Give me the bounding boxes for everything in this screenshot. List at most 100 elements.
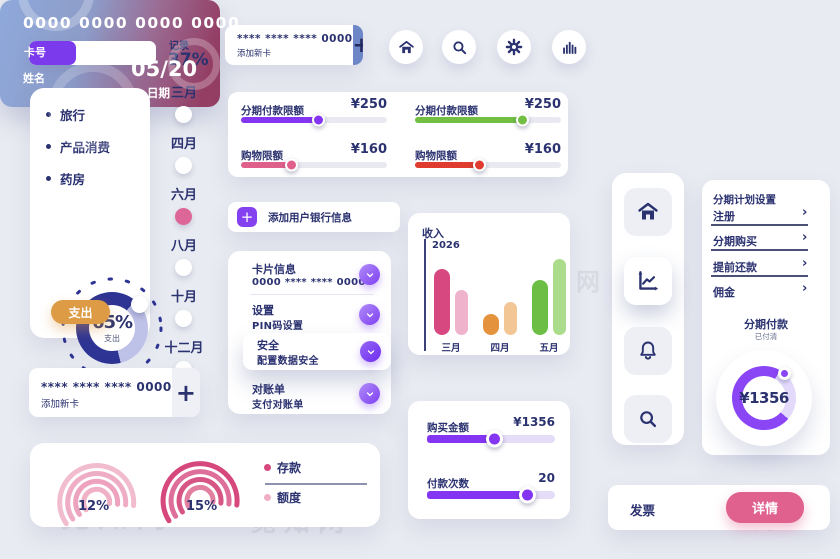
slider-handle[interactable] [284,158,298,172]
plan-item-register[interactable]: 注册 [713,210,735,223]
slider-track[interactable] [427,486,555,504]
chevron-right-icon[interactable]: › [802,205,808,220]
plan-item-early-repayment[interactable]: 提前还款 [713,261,757,274]
search-icon [640,411,657,428]
slider-value: ¥250 [524,97,561,112]
slider-fill [241,113,326,127]
divider [250,294,374,295]
plan-item-commission[interactable]: 佣金 [713,286,735,299]
slider-handle[interactable] [518,486,536,504]
card-number: **** **** **** 0000 [41,380,172,394]
chevron-right-icon[interactable]: › [802,230,808,245]
nav-search-button[interactable] [624,395,672,443]
bar-group: 四月 [483,257,517,354]
slider-track[interactable] [415,158,561,172]
plus-icon: + [237,207,257,227]
donut-handle[interactable] [131,296,148,313]
nav-notifications-button[interactable] [624,327,672,375]
search-button[interactable] [442,30,476,64]
add-card-button[interactable]: + [171,368,200,417]
installment-plan-panel: 分期计划设置 注册 › 分期购买 › 提前还款 › 佣金 › 分期付款 已付清 … [702,180,830,455]
month-radio[interactable] [175,106,193,123]
settings-button[interactable] [497,30,531,64]
expand-button[interactable] [359,264,380,285]
slider-row-installment-limit: 分期付款限额 ¥250 [415,97,561,127]
credit-card[interactable]: 0000 0000 0000 0000 卡号 姓名 05/20 日期 [0,0,241,152]
slider-value: ¥160 [524,142,561,157]
slider-fill [415,158,487,172]
bar[interactable] [553,259,566,335]
slider-track[interactable] [415,113,561,127]
spend-label: 支出 [104,334,120,343]
progress-bar[interactable] [29,41,156,65]
add-new-card-label: 添加新卡 [237,49,272,59]
installment-amount: ¥1356 [739,389,789,407]
chevron-down-icon [366,312,373,317]
plan-item-installment-purchase[interactable]: 分期购买 [713,235,757,248]
month-radio[interactable] [175,310,193,327]
x-tick-label: 四月 [490,343,510,354]
card-date-label: 日期 [147,86,170,100]
bar-chart-icon [562,41,576,54]
home-button[interactable] [389,30,423,64]
slider-value: ¥1356 [513,415,555,429]
legend-label: 存款 [277,461,302,475]
slider-row-shopping-limit: 购物限额 ¥160 [241,142,387,172]
expand-button[interactable] [359,383,380,404]
slider-handle[interactable] [312,113,326,127]
donut-ticks-icon [61,277,163,379]
category-item-pharmacy[interactable]: 药房 [46,169,85,188]
x-tick-label: 三月 [441,343,461,354]
stats-button[interactable] [552,30,586,64]
slider-handle[interactable] [473,158,487,172]
card-name-label: 姓名 [23,72,45,85]
add-bank-info-row[interactable]: + 添加用户银行信息 [228,202,400,232]
month-radio[interactable] [175,259,193,276]
add-card-widget: **** **** **** 0000 添加新卡 + [225,25,363,65]
bar[interactable] [532,279,548,335]
nav-analytics-button[interactable] [624,257,672,305]
expand-button[interactable] [360,341,381,362]
slider-label: 购物限额 [241,150,283,162]
bar[interactable] [455,289,468,335]
add-card-button[interactable]: + [352,25,363,65]
chevron-right-icon[interactable]: › [802,281,808,296]
chevron-right-icon[interactable]: › [802,256,808,271]
slider-handle[interactable] [515,113,529,127]
progress-fill [29,41,76,65]
spend-button[interactable]: 支出 [51,300,110,324]
legend-label: 额度 [277,491,302,505]
donut-handle[interactable] [778,367,791,380]
slider-handle[interactable] [485,430,503,448]
bar[interactable] [434,268,450,335]
month-label: 十二月 [164,341,204,356]
details-button[interactable]: 详情 [726,492,804,523]
legend-dot [264,464,271,471]
slider-row-payment-count: 付款次数 20 [427,471,555,504]
month-selector: 三月 四月 六月 八月 十月 十二月 [158,82,210,378]
income-chart-card: 收入 2026 三月 四月 [408,213,570,355]
accordion-item-security[interactable]: 安全 配置数据安全 [243,333,391,370]
signal-percent: 15% [186,499,218,514]
expand-button[interactable] [359,304,380,325]
slider-track[interactable] [427,430,555,448]
installment-donut-title: 分期付款 [744,318,788,331]
slider-fill [241,158,298,172]
slider-track[interactable] [241,113,387,127]
bar[interactable] [504,302,517,335]
deposit-arcs-large-icon [160,461,240,524]
slider-row-purchase-amount: 购买金额 ¥1356 [427,415,555,448]
slider-track[interactable] [241,158,387,172]
bar[interactable] [483,313,499,335]
month-radio[interactable] [175,208,193,225]
accordion-subtitle: PIN码设置 [252,321,304,332]
bell-icon [640,341,656,360]
deposit-arcs-small-icon [57,463,137,527]
y-axis [424,239,426,351]
installment-donut-center: ¥1356 [739,376,789,420]
accordion-subtitle: 0000 **** **** 0000 [252,277,366,288]
month-radio[interactable] [175,157,193,174]
nav-home-button[interactable] [624,188,672,236]
card-number: 0000 0000 0000 0000 [23,14,241,32]
